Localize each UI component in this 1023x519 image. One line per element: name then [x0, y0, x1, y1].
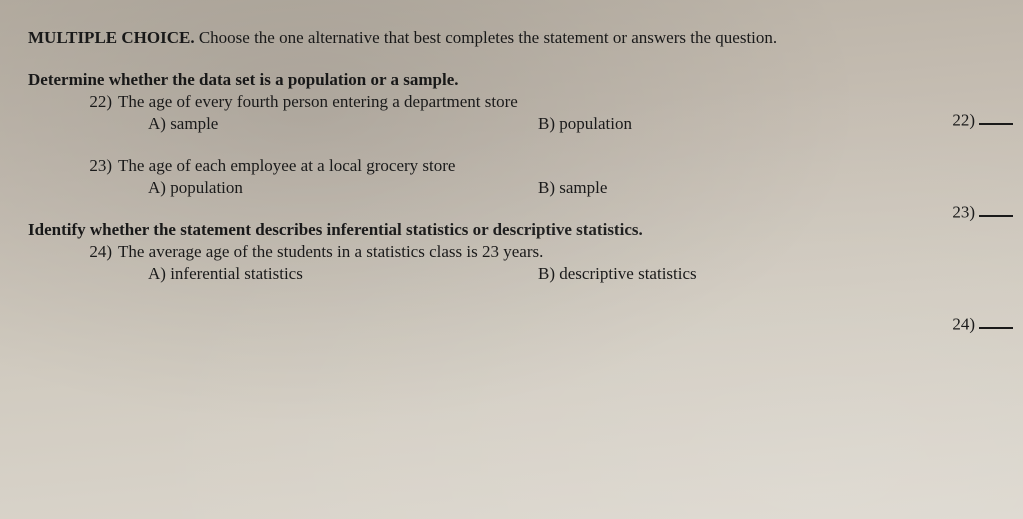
answer-slot[interactable]: 22) [952, 108, 1013, 130]
question-block: 24) The average age of the students in a… [28, 242, 1011, 284]
question-row: 23) The age of each employee at a local … [28, 156, 1011, 176]
option-a[interactable]: A) inferential statistics [148, 264, 538, 284]
answer-slot-number: 24) [952, 314, 975, 333]
question-row: 24) The average age of the students in a… [28, 242, 1011, 262]
option-b[interactable]: B) sample [538, 178, 607, 198]
question-text: The age of every fourth person entering … [118, 92, 1011, 112]
question-options: A) inferential statistics B) descriptive… [148, 264, 1011, 284]
section-heading: Identify whether the statement describes… [28, 220, 1011, 240]
option-b[interactable]: B) population [538, 114, 632, 134]
answer-slot-number: 23) [952, 202, 975, 221]
answer-slot[interactable]: 24) [952, 312, 1013, 334]
section-heading: Determine whether the data set is a popu… [28, 70, 1011, 90]
option-b[interactable]: B) descriptive statistics [538, 264, 697, 284]
option-a[interactable]: A) population [148, 178, 538, 198]
question-row: 22) The age of every fourth person enter… [28, 92, 1011, 112]
answer-slot-number: 22) [952, 110, 975, 129]
question-block: 23) The age of each employee at a local … [28, 156, 1011, 198]
answer-blank[interactable] [979, 108, 1013, 125]
instruction-line: MULTIPLE CHOICE. Choose the one alternat… [28, 28, 1011, 48]
answer-blank[interactable] [979, 200, 1013, 217]
option-a[interactable]: A) sample [148, 114, 538, 134]
question-number: 23) [28, 156, 118, 176]
question-number: 22) [28, 92, 118, 112]
question-number: 24) [28, 242, 118, 262]
answer-blank[interactable] [979, 312, 1013, 329]
instruction-rest: Choose the one alternative that best com… [199, 28, 777, 47]
instruction-lead: MULTIPLE CHOICE. [28, 28, 195, 47]
question-options: A) population B) sample [148, 178, 1011, 198]
answer-slot[interactable]: 23) [952, 200, 1013, 222]
question-text: The age of each employee at a local groc… [118, 156, 1011, 176]
question-text: The average age of the students in a sta… [118, 242, 1011, 262]
question-options: A) sample B) population [148, 114, 1011, 134]
question-block: 22) The age of every fourth person enter… [28, 92, 1011, 134]
